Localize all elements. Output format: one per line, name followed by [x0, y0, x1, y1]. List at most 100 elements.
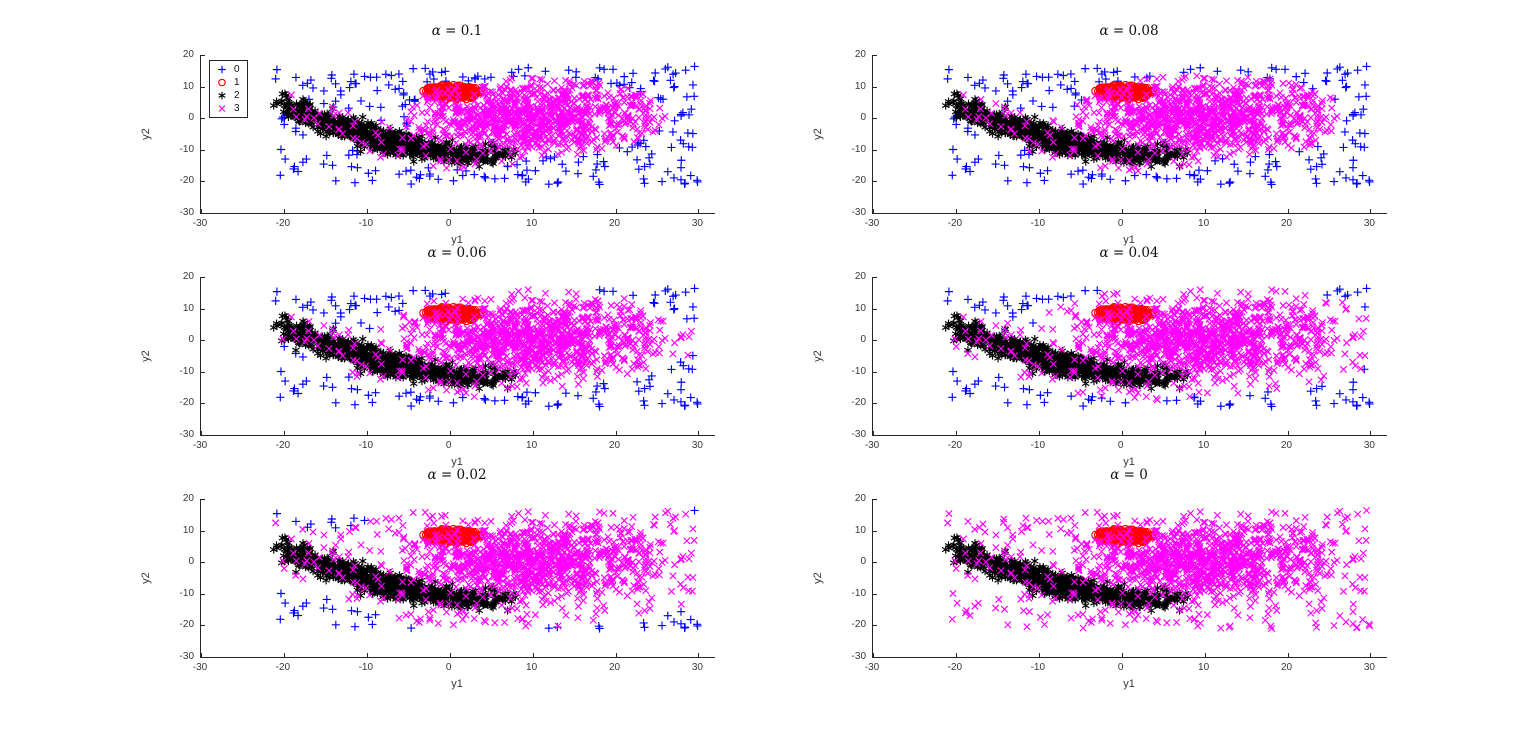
y-tick	[873, 371, 877, 373]
x-tick	[1038, 431, 1040, 435]
plot-area	[872, 277, 1387, 436]
y-axis-label: y2	[140, 128, 152, 140]
y-tick-label: -10	[179, 587, 194, 599]
alpha-value: = 0	[1119, 467, 1148, 483]
x-axis-label: y1	[451, 678, 463, 690]
x-tick-label: -10	[358, 440, 374, 451]
alpha-symbol: α	[427, 245, 437, 261]
alpha-value: = 0.1	[440, 23, 483, 39]
y-tick-label: -20	[851, 397, 866, 409]
legend-entry-0: 0	[213, 63, 240, 76]
x-axis-label: y1	[1123, 234, 1135, 246]
x-tick-label: 20	[1280, 662, 1293, 673]
y-tick	[873, 403, 877, 405]
y-tick	[873, 149, 877, 151]
x-tick	[283, 653, 285, 657]
y-tick	[873, 308, 877, 310]
scatter-canvas	[873, 277, 1387, 435]
y-tick	[201, 625, 205, 627]
plot-area	[200, 499, 715, 658]
plot-area: 0 1 2 3	[200, 55, 715, 214]
x-tick	[873, 431, 874, 435]
x-tick-label: 20	[608, 662, 621, 673]
y-tick	[873, 55, 877, 56]
x-tick	[1370, 209, 1372, 213]
y-tick	[873, 625, 877, 627]
y-tick-label: 20	[854, 493, 866, 504]
x-tick-label: 10	[526, 662, 538, 673]
scatter-canvas	[873, 55, 1387, 213]
y-tick	[201, 403, 205, 405]
y-tick-label: 20	[854, 271, 866, 282]
plot-area	[200, 277, 715, 436]
y-axis-label: y2	[140, 572, 152, 584]
alpha-symbol: α	[1110, 467, 1120, 483]
subplot-title: α = 0.1	[200, 23, 714, 39]
x-tick	[698, 209, 700, 213]
y-tick-label: 20	[182, 493, 194, 504]
x-tick	[1287, 209, 1289, 213]
y-tick	[201, 308, 205, 310]
x-axis-label: y1	[451, 456, 463, 468]
alpha-symbol: α	[431, 23, 441, 39]
y-tick-label: 10	[854, 80, 866, 92]
subplot-title: α = 0.04	[872, 245, 1386, 261]
x-tick-label: 20	[1280, 440, 1293, 451]
x-tick	[201, 653, 202, 657]
y-tick	[873, 593, 877, 595]
x-tick-label: 30	[691, 440, 703, 451]
subplot-title: α = 0.08	[872, 23, 1386, 39]
x-tick-label: 20	[1280, 218, 1293, 229]
x-tick	[201, 209, 202, 213]
y-axis-label: y2	[812, 572, 824, 584]
y-tick	[201, 435, 205, 436]
y-tick-label: -30	[179, 207, 194, 218]
x-tick-label: -30	[864, 440, 880, 451]
y-tick-label: -30	[851, 207, 866, 218]
legend-label: 3	[234, 103, 240, 114]
y-tick-label: -10	[179, 365, 194, 377]
plot-area	[872, 499, 1387, 658]
y-tick-label: 10	[182, 524, 194, 536]
y-tick	[201, 149, 205, 151]
x-tick-label: 20	[608, 440, 621, 451]
x-tick	[532, 653, 534, 657]
legend-label: 2	[234, 90, 240, 101]
subplot-alpha-0.02: α = 0.02 y2 y1 -30 -20 -10 0 10 20 30 20 10 0 -10 -…	[120, 459, 715, 698]
x-tick	[1121, 209, 1123, 213]
x-tick	[283, 431, 285, 435]
x-tick-label: -30	[864, 218, 880, 229]
x-tick-label: -20	[947, 662, 963, 673]
y-tick-label: -30	[179, 651, 194, 662]
y-tick	[201, 181, 205, 183]
x-axis-label: y1	[1123, 456, 1135, 468]
y-tick	[201, 562, 205, 564]
subplot-title: α = 0.02	[200, 467, 714, 483]
asterisk-marker-icon	[213, 90, 231, 101]
y-tick-label: 0	[188, 556, 194, 568]
y-axis-label: y2	[140, 350, 152, 362]
y-tick-label: -10	[851, 587, 866, 599]
alpha-symbol: α	[1099, 23, 1109, 39]
subplot-title: α = 0.06	[200, 245, 714, 261]
legend: 0 1 2 3	[209, 60, 248, 118]
x-tick	[1370, 653, 1372, 657]
x-tick	[366, 209, 368, 213]
cross-marker-icon	[213, 103, 231, 114]
x-tick	[1370, 431, 1372, 435]
x-tick-label: 30	[1363, 218, 1375, 229]
subplot-alpha-0.08: α = 0.08 y2 y1 -30 -20 -10 0 10 20 30 20 10 0 -10 -…	[792, 15, 1387, 254]
x-tick	[1204, 209, 1206, 213]
x-tick-label: -30	[192, 218, 208, 229]
x-tick-label: 10	[526, 218, 538, 229]
alpha-symbol: α	[1099, 245, 1109, 261]
x-tick	[1038, 209, 1040, 213]
y-tick	[873, 277, 877, 278]
x-tick-label: -20	[275, 218, 291, 229]
x-tick	[283, 209, 285, 213]
y-tick-label: 10	[854, 302, 866, 314]
x-tick	[873, 209, 874, 213]
x-tick-label: 10	[526, 440, 538, 451]
x-tick-label: -20	[947, 440, 963, 451]
